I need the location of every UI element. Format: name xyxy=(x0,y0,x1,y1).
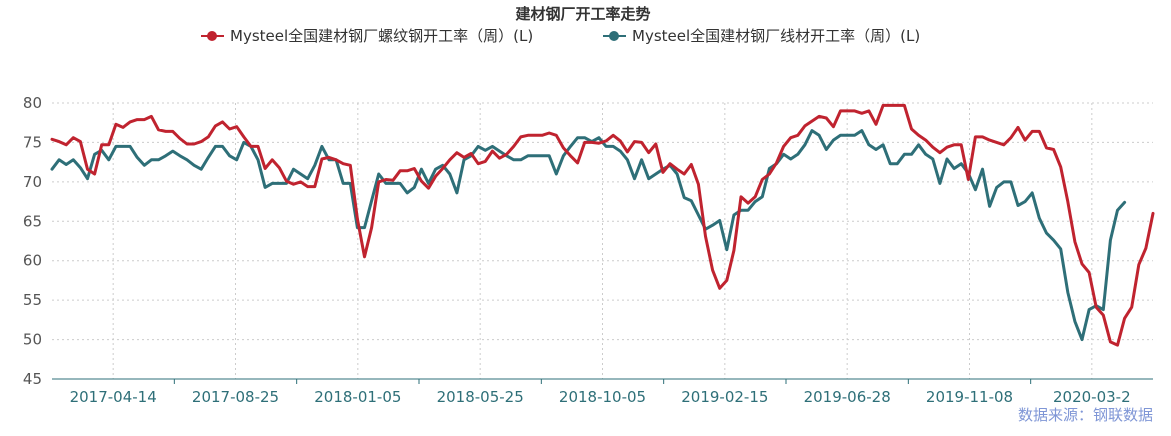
y-tick-label: 70 xyxy=(23,173,42,191)
y-tick-label: 45 xyxy=(23,370,42,388)
x-tick-label: 2018-01-05 xyxy=(314,388,401,406)
series-line-rebar[interactable] xyxy=(50,103,1155,347)
legend-rebar-swatch-dot xyxy=(207,31,217,41)
legend-wire-label: Mysteel全国建材钢厂线材开工率（周）(L) xyxy=(632,27,920,45)
legend[interactable]: Mysteel全国建材钢厂螺纹钢开工率（周）(L) Mysteel全国建材钢厂线… xyxy=(201,27,920,45)
series-line-wire-rod[interactable] xyxy=(50,129,1127,342)
legend-item-rebar[interactable]: Mysteel全国建材钢厂螺纹钢开工率（周）(L) xyxy=(201,27,533,45)
legend-rebar-label: Mysteel全国建材钢厂螺纹钢开工率（周）(L) xyxy=(230,27,533,45)
legend-wire-swatch-dot xyxy=(609,31,619,41)
y-tick-label: 75 xyxy=(23,133,42,151)
x-tick-label: 2018-05-25 xyxy=(437,388,524,406)
x-tick-label: 2019-02-15 xyxy=(681,388,768,406)
x-tick-label: 2019-11-08 xyxy=(926,388,1013,406)
x-tick-label: 2019-06-28 xyxy=(804,388,891,406)
x-tick-label: 2020-03-2 xyxy=(1053,388,1131,406)
source-note: 数据来源：钢联数据 xyxy=(1018,406,1153,424)
y-tick-label: 55 xyxy=(23,291,42,309)
x-tick-label: 2017-04-14 xyxy=(70,388,157,406)
y-tick-label: 80 xyxy=(23,94,42,112)
legend-item-wire-rod[interactable]: Mysteel全国建材钢厂线材开工率（周）(L) xyxy=(603,27,920,45)
plot-area xyxy=(50,103,1155,347)
x-tick-label: 2018-10-05 xyxy=(559,388,646,406)
chart-title: 建材钢厂开工率走势 xyxy=(515,5,650,23)
y-axis: 45 50 55 60 65 70 75 80 xyxy=(23,94,42,388)
x-axis: 2017-04-14 2017-08-25 2018-01-05 2018-05-25… xyxy=(52,378,1153,406)
y-tick-label: 50 xyxy=(23,331,42,349)
x-tick-label: 2017-08-25 xyxy=(192,388,279,406)
y-tick-label: 60 xyxy=(23,252,42,270)
y-tick-label: 65 xyxy=(23,212,42,230)
